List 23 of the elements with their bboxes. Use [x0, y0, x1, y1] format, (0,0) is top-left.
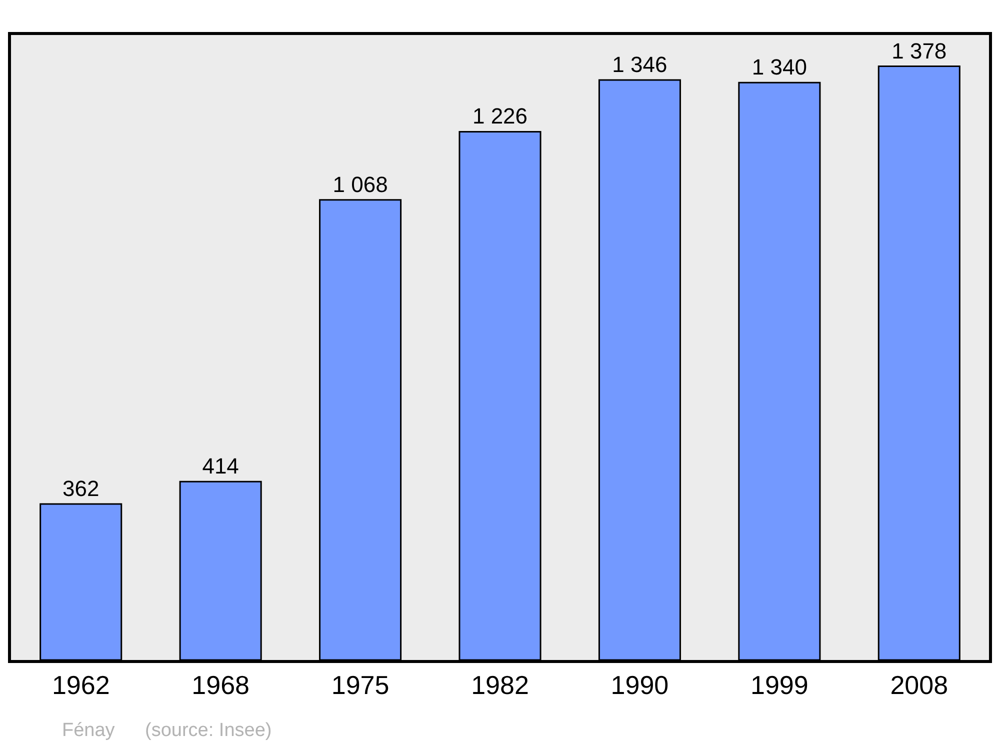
bar	[458, 130, 542, 660]
data-label: 1 378	[892, 38, 947, 64]
x-tick-label: 1982	[471, 670, 529, 700]
data-label: 1 340	[752, 54, 807, 80]
bar	[179, 480, 262, 660]
bar	[319, 199, 402, 660]
bar	[878, 66, 960, 660]
data-label: 1 226	[472, 104, 528, 129]
x-tick-label: 1968	[192, 670, 250, 700]
data-label: 414	[202, 454, 239, 479]
text: (source: Insee)	[145, 720, 272, 741]
x-tick-label: 1975	[331, 670, 390, 700]
bar	[598, 79, 681, 660]
data-label: 362	[62, 476, 100, 502]
data-label: 1 068	[332, 172, 388, 197]
x-tick-label: 2008	[890, 670, 948, 700]
data-label: 1 346	[612, 52, 668, 78]
x-tick-label: 1990	[610, 670, 669, 700]
bar	[40, 503, 122, 660]
x-tick-label: 1962	[52, 670, 110, 700]
text: Fénay	[62, 720, 116, 741]
bar	[738, 82, 821, 660]
x-tick-label: 1999	[750, 670, 808, 700]
